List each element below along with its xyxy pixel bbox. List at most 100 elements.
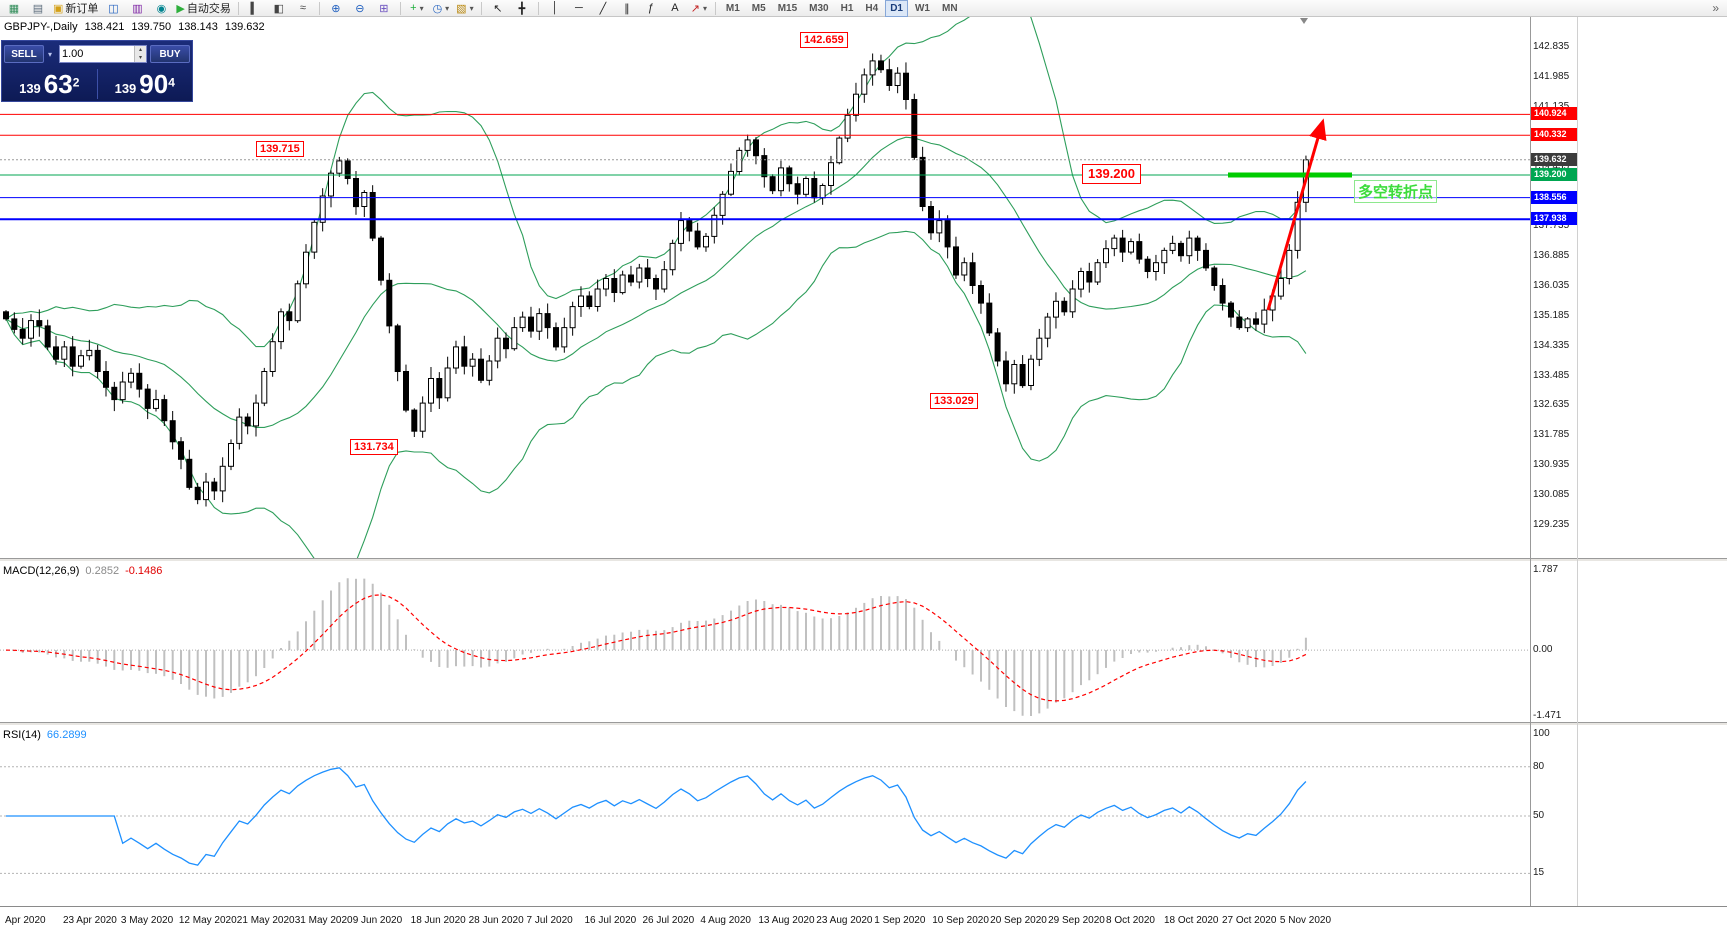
price-label-139715[interactable]: 139.715	[256, 140, 304, 157]
price-label-139200[interactable]: 139.200	[1082, 164, 1141, 185]
price-tick: 129.235	[1533, 518, 1570, 530]
price-tag: 140.924	[1531, 107, 1577, 121]
price-tag: 138.556	[1531, 190, 1577, 204]
date-label: 8 Oct 2020	[1106, 915, 1155, 926]
profiles-icon[interactable]: ▤	[27, 1, 49, 16]
price-tick: 134.335	[1533, 339, 1570, 351]
timeframe-mn[interactable]: MN	[941, 2, 958, 14]
date-label: 23 Aug 2020	[816, 915, 873, 926]
text-tool-icon: A	[671, 2, 679, 14]
add-indicator-icon-caret[interactable]: ▾	[419, 3, 424, 13]
trade-options-caret-icon[interactable]: ▾	[47, 49, 52, 59]
main-chart-canvas[interactable]	[0, 17, 1530, 558]
volume-decrease-button[interactable]: ▾	[138, 55, 142, 61]
volume-input[interactable]	[60, 48, 134, 60]
date-label: 21 May 2020	[236, 915, 295, 926]
sell-price[interactable]: 139 632	[19, 68, 80, 99]
price-tick: 100	[1533, 728, 1550, 739]
date-label: 4 Aug 2020	[700, 915, 751, 926]
new-order-button-label: 新订单	[65, 3, 99, 15]
cursor-icon[interactable]: ↖	[487, 1, 509, 16]
market-watch-icon: ◫	[108, 2, 119, 15]
new-chart-icon[interactable]: ▦	[3, 1, 25, 16]
trade-panel-price-row: 139 632 139 904	[2, 65, 192, 103]
price-tick: 137.735	[1533, 220, 1570, 232]
panel-separator[interactable]	[0, 558, 1727, 562]
autotrade-button[interactable]: ▶ 自动交易	[174, 1, 232, 16]
data-window-icon[interactable]: ▥	[126, 1, 148, 16]
buy-price[interactable]: 139 904	[114, 68, 175, 99]
vertical-line-icon[interactable]: │	[544, 1, 566, 16]
autotrade-button: ▶	[176, 2, 185, 15]
tile-windows-icon: ⊞	[379, 2, 389, 15]
autotrade-button-label: 自动交易	[186, 3, 231, 15]
price-tick: -1.471	[1533, 710, 1562, 721]
price-label-131734[interactable]: 131.734	[350, 438, 398, 455]
new-order-button: ▣	[53, 2, 64, 15]
zoom-out-icon[interactable]: ⊖	[349, 1, 371, 16]
channel-icon[interactable]: ∥	[616, 1, 638, 16]
price-tick: 141.135	[1533, 101, 1569, 112]
reversal-point-note[interactable]: 多空转折点	[1354, 179, 1438, 203]
toolbar-separator	[480, 1, 482, 15]
crosshair-icon[interactable]: ╋	[511, 1, 533, 16]
vertical-line-icon: │	[551, 2, 559, 14]
buy-button[interactable]: BUY	[150, 45, 190, 63]
timeframe-m1[interactable]: M1	[725, 2, 740, 14]
timeframe-h4[interactable]: H4	[865, 2, 879, 14]
trend-arrow[interactable]	[1266, 118, 1327, 311]
arrows-tool-icon[interactable]: ↗ ▾	[688, 1, 710, 16]
panel-separator[interactable]	[0, 722, 1727, 726]
rsi-canvas[interactable]	[0, 726, 1530, 906]
price-tick: 15	[1533, 867, 1545, 879]
macd-canvas[interactable]	[0, 562, 1530, 722]
timeframe-m30[interactable]: M30	[809, 2, 829, 14]
timeframe-m5[interactable]: M5	[751, 2, 766, 14]
templates-icon[interactable]: ▧ ▾	[454, 1, 476, 16]
date-label: 3 May 2020	[120, 915, 174, 926]
add-indicator-icon[interactable]: + ▾	[406, 1, 428, 16]
navigator-icon[interactable]: ◉	[150, 1, 172, 16]
timeframe-d1[interactable]: D1	[885, 0, 908, 17]
toolbar-overflow-button[interactable]: »	[1712, 1, 1719, 15]
date-label: 18 Oct 2020	[1164, 915, 1219, 926]
time-axis[interactable]: Apr 2020 23 Apr 2020 3 May 2020 12 May 2020…	[0, 906, 1727, 941]
date-label: 20 Sep 2020	[990, 915, 1047, 926]
text-tool-icon[interactable]: A	[664, 1, 686, 16]
periods-icon-caret[interactable]: ▾	[445, 3, 450, 13]
price-tick: 132.635	[1533, 399, 1570, 411]
price-tick: 136.885	[1533, 250, 1570, 262]
zoom-in-icon[interactable]: ⊕	[325, 1, 347, 16]
price-label-133029[interactable]: 133.029	[930, 393, 978, 410]
volume-increase-button[interactable]: ▴	[138, 47, 142, 53]
arrows-tool-icon-caret[interactable]: ▾	[702, 3, 707, 13]
market-watch-icon[interactable]: ◫	[102, 1, 124, 16]
sell-button[interactable]: SELL	[4, 45, 44, 63]
date-label: 7 Jul 2020	[526, 915, 573, 926]
horizontal-line-icon[interactable]: ─	[568, 1, 590, 16]
timeframe-w1[interactable]: W1	[914, 2, 930, 14]
fibonacci-icon[interactable]: ƒ	[640, 1, 662, 16]
price-tick: 1.787	[1533, 564, 1559, 575]
trendline-icon[interactable]: ╱	[592, 1, 614, 16]
templates-icon-caret[interactable]: ▾	[469, 3, 474, 13]
timeframe-m15[interactable]: M15	[777, 2, 798, 14]
price-tick: 0.00	[1533, 644, 1553, 656]
price-label-142659[interactable]: 142.659	[800, 31, 848, 48]
date-label: 1 Sep 2020	[874, 915, 926, 926]
timeframe-h1[interactable]: H1	[840, 2, 854, 14]
line-chart-mode-icon: ≈	[299, 2, 306, 14]
macd-signal-line	[5, 594, 1307, 702]
candlestick-mode-icon[interactable]: ◧	[268, 1, 290, 16]
periods-icon[interactable]: ◷ ▾	[430, 1, 452, 16]
new-order-button[interactable]: ▣ 新订单	[51, 1, 100, 16]
toolbar-separator	[537, 1, 539, 15]
date-label: 28 Jun 2020	[468, 915, 524, 926]
line-chart-mode-icon[interactable]: ≈	[292, 1, 314, 16]
tile-windows-icon[interactable]: ⊞	[373, 1, 395, 16]
bar-chart-mode-icon[interactable]: ▍	[244, 1, 266, 16]
price-tick: 141.985	[1533, 71, 1570, 83]
date-label: 29 Sep 2020	[1048, 915, 1105, 926]
date-label: 23 Apr 2020	[62, 915, 117, 926]
channel-icon: ∥	[624, 2, 630, 15]
